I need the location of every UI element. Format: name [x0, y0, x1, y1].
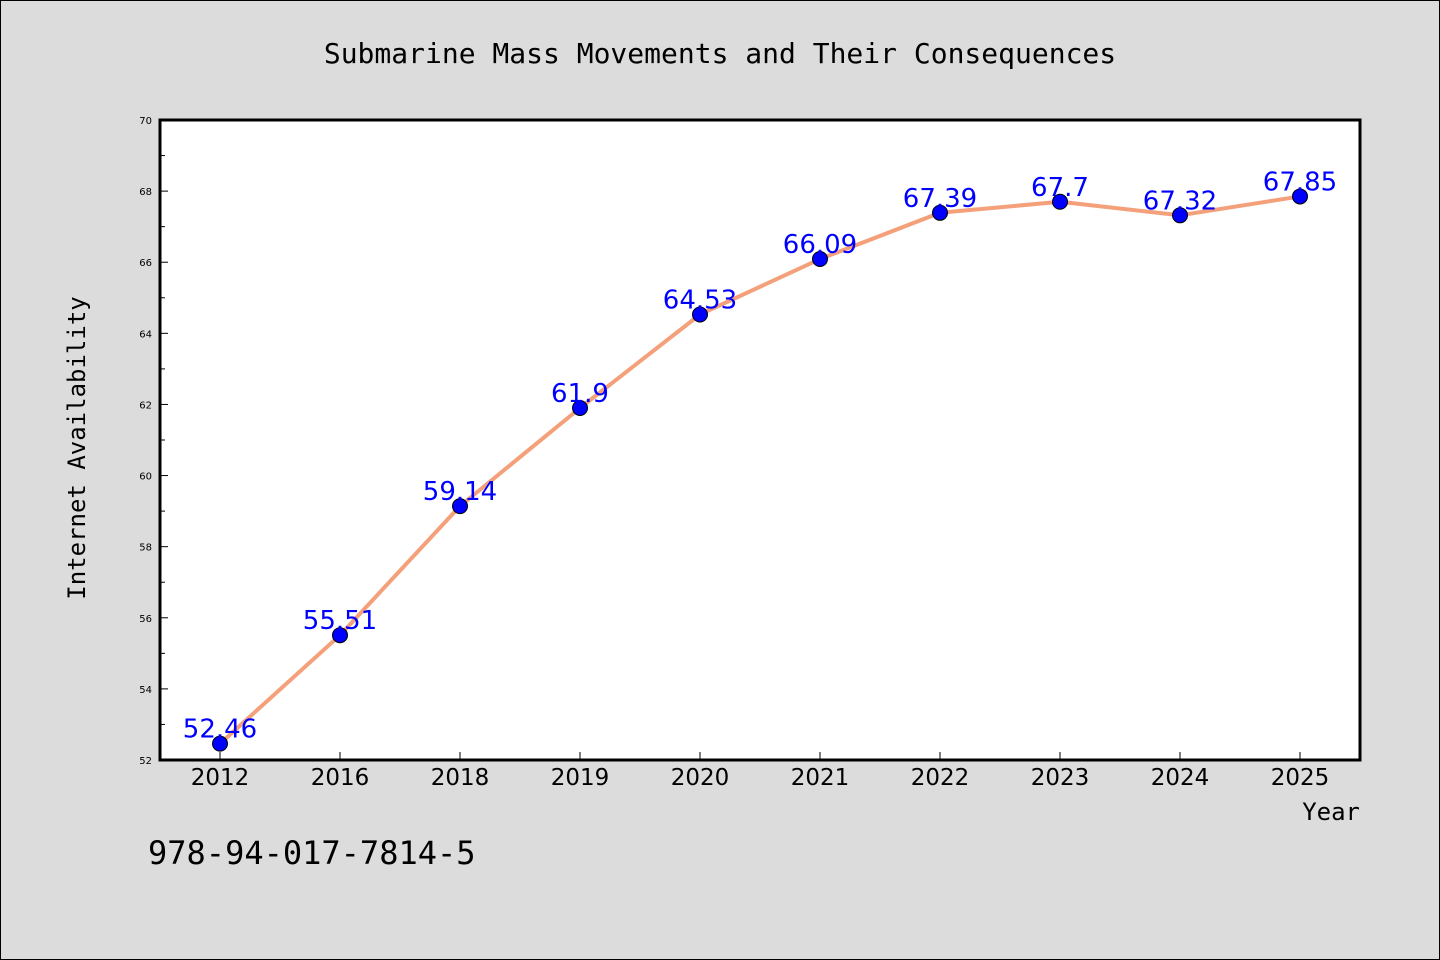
data-point	[332, 627, 348, 644]
plot-area	[158, 118, 1362, 762]
x-tick-label: 2019	[551, 765, 610, 791]
x-axis: 2012 2016 2018 2019 2020 2021 2022 2023 2024 2025	[191, 752, 1330, 791]
data-point	[812, 251, 828, 268]
y-tick-label: 64	[139, 329, 152, 340]
y-tick-label: 54	[139, 685, 152, 696]
y-tick-label: 68	[139, 187, 152, 198]
x-tick-label: 2018	[431, 765, 490, 791]
data-point	[1292, 188, 1308, 205]
y-tick-label: 70	[139, 116, 152, 127]
data-label: 67.32	[1143, 186, 1217, 216]
series-line	[218, 194, 1302, 746]
y-tick-label: 56	[139, 614, 152, 625]
x-tick-label: 2022	[911, 765, 970, 791]
chart-title: Submarine Mass Movements and Their Conse…	[324, 37, 1116, 70]
y-tick-label: 66	[139, 258, 152, 269]
x-axis-label: Year	[1302, 798, 1360, 826]
y-tick-label: 60	[139, 472, 152, 483]
data-label: 61.9	[551, 379, 609, 409]
data-point	[572, 400, 588, 416]
x-tick-label: 2024	[1151, 765, 1210, 791]
series-layer: 52.46 55.51 59.14 61.9 64.53 66.09 67.39 67.7 67…	[183, 167, 1337, 752]
data-point	[1052, 193, 1068, 210]
x-tick-label: 2012	[191, 765, 250, 791]
y-tick-label: 58	[139, 543, 152, 554]
data-label: 52.46	[183, 715, 257, 745]
y-axis: 52 54 56 58 60 62 64 66 68 70	[139, 116, 168, 767]
data-point	[212, 735, 228, 752]
x-tick-label: 2021	[791, 765, 850, 791]
data-label: 67.39	[903, 184, 977, 214]
data-point	[452, 498, 468, 515]
data-label: 67.7	[1031, 173, 1089, 203]
data-label: 55.51	[303, 606, 377, 636]
data-label: 67.85	[1263, 167, 1337, 197]
data-point	[1172, 207, 1188, 224]
y-tick-label: 62	[139, 400, 152, 411]
data-point	[932, 204, 948, 221]
data-label: 64.53	[663, 285, 737, 315]
data-label: 59.14	[423, 477, 497, 507]
x-tick-label: 2016	[311, 765, 370, 791]
x-tick-label: 2025	[1271, 765, 1330, 791]
y-tick-label: 52	[139, 756, 152, 767]
data-label: 66.09	[783, 230, 857, 260]
data-point	[692, 306, 708, 323]
y-axis-label: Internet Availability	[63, 296, 91, 599]
x-tick-label: 2023	[1031, 765, 1090, 791]
x-tick-label: 2020	[671, 765, 730, 791]
isbn-text: 978-94-017-7814-5	[148, 834, 476, 872]
